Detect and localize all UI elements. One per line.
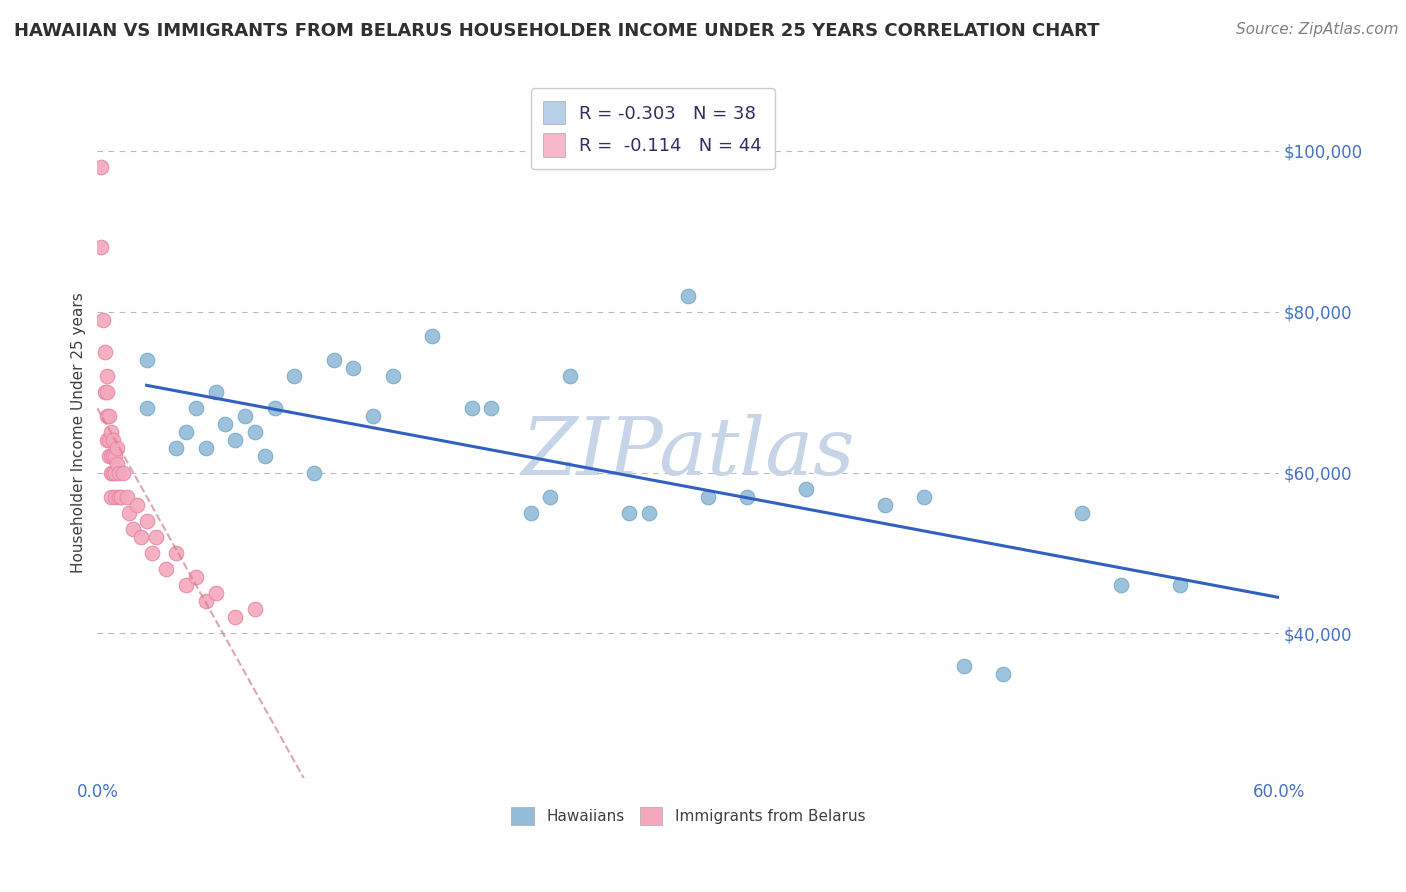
Point <box>174 425 197 440</box>
Point <box>98 434 121 448</box>
Point <box>676 288 699 302</box>
Point <box>460 401 482 416</box>
Point <box>204 385 226 400</box>
Point <box>104 490 127 504</box>
Point <box>420 328 443 343</box>
Point <box>165 546 187 560</box>
Point <box>873 498 896 512</box>
Text: ZIPatlas: ZIPatlas <box>522 414 855 491</box>
Text: Source: ZipAtlas.com: Source: ZipAtlas.com <box>1236 22 1399 37</box>
Point <box>243 425 266 440</box>
Point <box>155 562 177 576</box>
Point <box>135 352 157 367</box>
Point <box>1111 578 1133 592</box>
Point <box>111 466 134 480</box>
Y-axis label: Householder Income Under 25 years: Householder Income Under 25 years <box>72 292 86 573</box>
Point <box>94 385 117 400</box>
Point <box>912 490 935 504</box>
Point <box>794 482 817 496</box>
Point <box>184 570 207 584</box>
Point <box>174 578 197 592</box>
Point <box>538 490 561 504</box>
Point <box>953 658 976 673</box>
Point <box>94 344 117 359</box>
Point <box>105 442 128 456</box>
Point <box>121 522 143 536</box>
Point <box>135 401 157 416</box>
Point <box>558 368 581 383</box>
Point <box>90 160 112 174</box>
Point <box>214 417 236 432</box>
Point <box>993 666 1015 681</box>
Point <box>519 506 541 520</box>
Point <box>108 466 131 480</box>
Point <box>145 530 167 544</box>
Point <box>96 409 118 424</box>
Point <box>135 514 157 528</box>
Point <box>283 368 305 383</box>
Point <box>322 352 344 367</box>
Point <box>263 401 285 416</box>
Point <box>96 385 118 400</box>
Point <box>115 490 138 504</box>
Point <box>243 602 266 616</box>
Point <box>165 442 187 456</box>
Point <box>110 490 132 504</box>
Point <box>98 450 121 464</box>
Point <box>381 368 404 383</box>
Point <box>90 240 112 254</box>
Point <box>104 450 127 464</box>
Point <box>96 434 118 448</box>
Point <box>100 466 122 480</box>
Point <box>637 506 659 520</box>
Point <box>1170 578 1192 592</box>
Point <box>104 466 127 480</box>
Point <box>479 401 502 416</box>
Point <box>108 490 131 504</box>
Point <box>100 425 122 440</box>
Point <box>342 360 364 375</box>
Point <box>101 450 124 464</box>
Point <box>735 490 758 504</box>
Point <box>100 450 122 464</box>
Point <box>302 466 325 480</box>
Point <box>194 594 217 608</box>
Text: HAWAIIAN VS IMMIGRANTS FROM BELARUS HOUSEHOLDER INCOME UNDER 25 YEARS CORRELATIO: HAWAIIAN VS IMMIGRANTS FROM BELARUS HOUS… <box>14 22 1099 40</box>
Point <box>361 409 384 424</box>
Point <box>224 434 246 448</box>
Point <box>194 442 217 456</box>
Point <box>125 498 148 512</box>
Point <box>233 409 256 424</box>
Point <box>184 401 207 416</box>
Point <box>105 458 128 472</box>
Point <box>224 610 246 624</box>
Point <box>91 312 114 326</box>
Point <box>1071 506 1094 520</box>
Point <box>96 368 118 383</box>
Point <box>101 434 124 448</box>
Point <box>617 506 640 520</box>
Point <box>204 586 226 600</box>
Point <box>101 466 124 480</box>
Point <box>129 530 152 544</box>
Point <box>100 490 122 504</box>
Point <box>141 546 163 560</box>
Point <box>696 490 718 504</box>
Point <box>118 506 141 520</box>
Legend: Hawaiians, Immigrants from Belarus: Hawaiians, Immigrants from Belarus <box>503 799 873 833</box>
Point <box>253 450 276 464</box>
Point <box>98 409 121 424</box>
